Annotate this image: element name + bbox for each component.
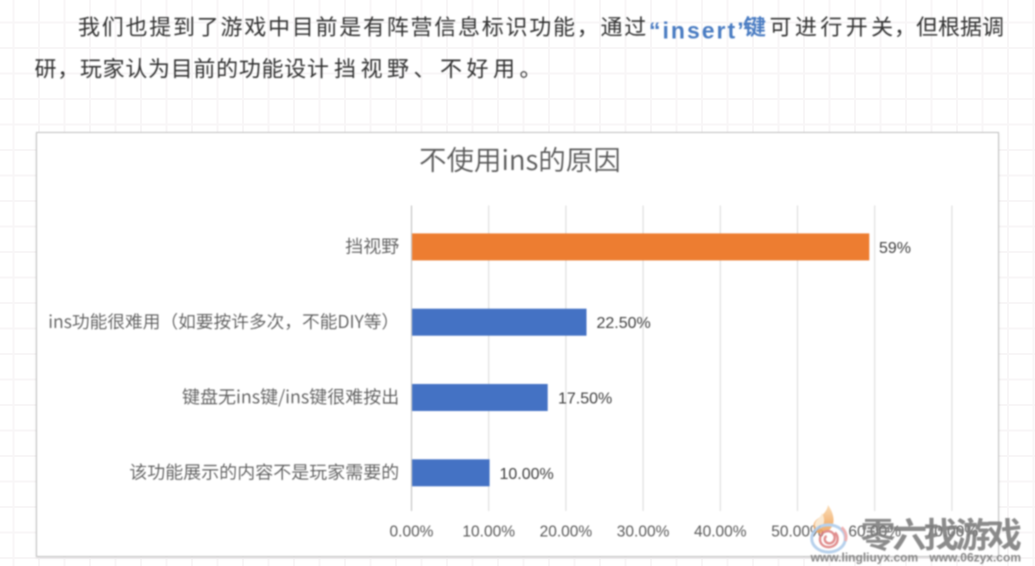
svg-text:30.00%: 30.00% (617, 524, 670, 541)
svg-text:“insert”: “insert” (649, 18, 751, 44)
svg-text:10.00%: 10.00% (462, 524, 515, 541)
svg-text:17.50%: 17.50% (558, 391, 612, 408)
svg-text:59%: 59% (879, 240, 911, 257)
svg-text:www.06zyx.com: www.06zyx.com (928, 551, 1021, 565)
svg-text:20.00%: 20.00% (540, 524, 593, 541)
svg-text:22.50%: 22.50% (597, 315, 651, 332)
svg-text:10.00%: 10.00% (500, 466, 554, 483)
svg-text:40.00%: 40.00% (694, 524, 747, 541)
svg-text:www.lingliuyx.com: www.lingliuyx.com (810, 551, 919, 565)
svg-text:0.00%: 0.00% (390, 524, 434, 541)
